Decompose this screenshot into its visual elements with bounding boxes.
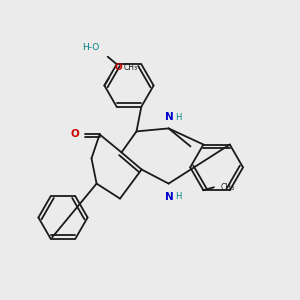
Text: CH₃: CH₃	[124, 63, 138, 72]
Text: O: O	[70, 129, 79, 140]
Text: H: H	[175, 113, 182, 122]
Text: CH₃: CH₃	[220, 183, 235, 192]
Text: N: N	[165, 112, 174, 122]
Text: O: O	[115, 63, 123, 72]
Text: H: H	[175, 192, 182, 201]
Text: N: N	[165, 192, 174, 202]
Text: H-O: H-O	[82, 43, 100, 52]
